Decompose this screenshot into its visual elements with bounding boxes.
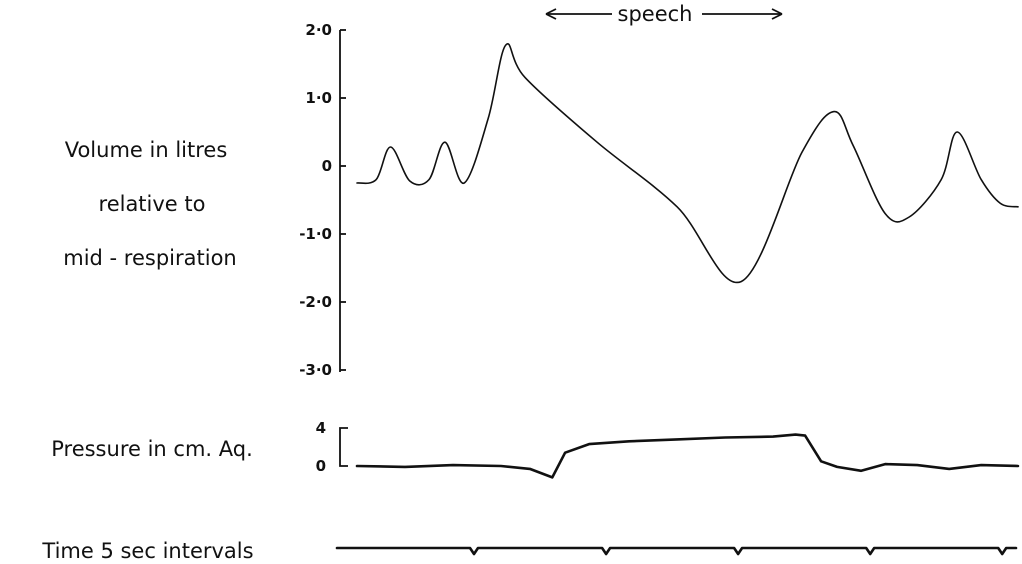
volume-tick-label: -1·0 [299, 225, 332, 243]
time-marker-trace [335, 546, 1018, 556]
volume-tick-label: -2·0 [299, 293, 332, 311]
pressure-y-axis: 40 [316, 419, 348, 475]
pressure-trace [355, 433, 1020, 479]
pressure-axis-bracket [339, 427, 348, 467]
pressure-tick-label: 4 [316, 419, 326, 437]
volume-tick-label: 1·0 [305, 89, 332, 107]
volume-trace [356, 42, 1019, 284]
arrow-left-icon [545, 8, 557, 20]
speech-annotation: speech [545, 2, 783, 26]
pressure-label: Pressure in cm. Aq. [51, 437, 253, 461]
pressure-tick-label: 0 [316, 457, 326, 475]
volume-label-line1: Volume in litres [65, 138, 228, 162]
volume-label-line2: relative to [99, 192, 206, 216]
speech-label: speech [618, 2, 693, 26]
volume-y-ticks: 2·0 1·0 0 -1·0 -2·0 -3·0 [299, 21, 346, 379]
time-label: Time 5 sec intervals [41, 539, 253, 563]
volume-tick-label: 2·0 [305, 21, 332, 39]
volume-tick-label: 0 [322, 157, 332, 175]
arrow-right-icon [771, 8, 783, 20]
volume-tick-label: -3·0 [299, 361, 332, 379]
volume-label-line3: mid - respiration [63, 246, 236, 270]
